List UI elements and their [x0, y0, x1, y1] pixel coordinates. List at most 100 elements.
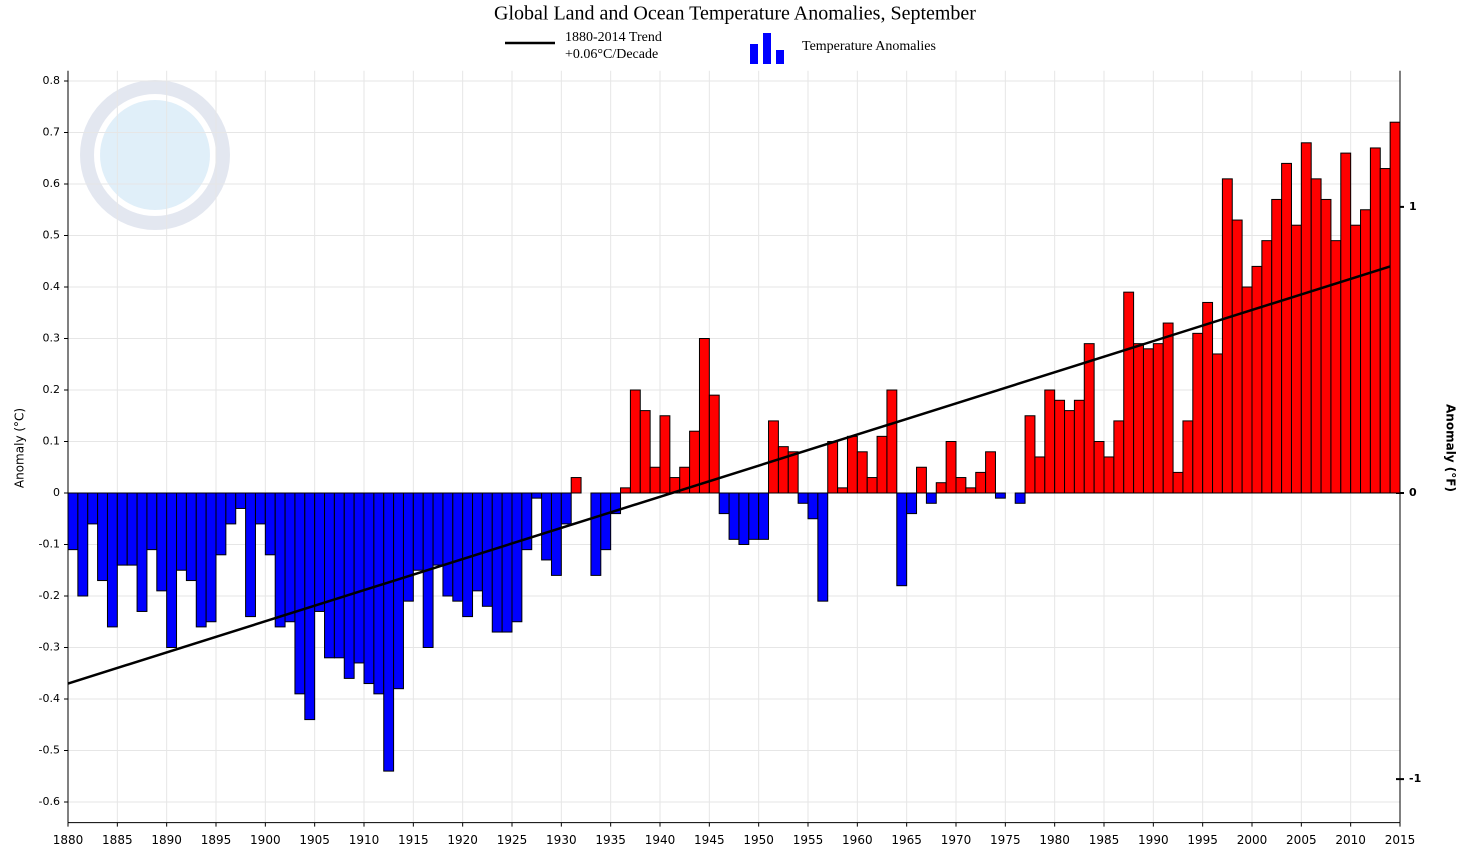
legend-bars-label: Temperature Anomalies — [802, 39, 936, 54]
legend-icon-bar — [750, 44, 758, 64]
bar — [1221, 178, 1233, 494]
bar — [373, 492, 385, 695]
bar — [254, 492, 266, 525]
x-tick-label: 2010 — [1335, 833, 1366, 847]
bar — [925, 492, 937, 504]
bar — [77, 492, 89, 597]
bar — [1251, 265, 1263, 494]
trend-line — [67, 265, 1391, 685]
bar — [284, 492, 296, 623]
bar — [185, 492, 197, 582]
bar — [1044, 389, 1056, 494]
x-tick-label: 1895 — [201, 833, 232, 847]
bar — [1093, 441, 1105, 494]
bar — [462, 492, 474, 618]
x-tick-label: 2005 — [1286, 833, 1317, 847]
y-tick-label: 0.2 — [43, 383, 61, 396]
bar — [590, 492, 602, 576]
y-tick-label: -0.2 — [39, 589, 60, 602]
legend-icon-bar — [763, 33, 771, 64]
x-tick-label: 1920 — [447, 833, 478, 847]
y-tick-label: -0.5 — [39, 744, 60, 757]
bar — [97, 492, 108, 582]
bar — [649, 466, 661, 494]
bar — [639, 410, 651, 494]
x-tick-label: 2000 — [1237, 833, 1268, 847]
chart-title: Global Land and Ocean Temperature Anomal… — [494, 3, 976, 25]
y-tick-label: 0.6 — [43, 177, 61, 190]
legend-trend-name: 1880-2014 Trend — [565, 30, 662, 45]
bar — [491, 492, 503, 633]
bar — [136, 492, 148, 612]
bar — [738, 492, 750, 545]
legend-trend-note: +0.06°C/Decade — [565, 47, 658, 62]
bar — [1369, 147, 1381, 494]
bar — [245, 492, 256, 618]
bar — [1330, 240, 1342, 494]
x-tick-label: 1905 — [299, 833, 330, 847]
bar — [975, 471, 987, 494]
bar — [728, 492, 740, 540]
bar — [195, 492, 207, 628]
bar — [955, 477, 967, 494]
bar — [1202, 301, 1214, 494]
bar — [748, 492, 760, 540]
bar — [570, 477, 582, 494]
bar — [846, 435, 858, 494]
bar — [1261, 240, 1273, 494]
bar — [166, 492, 178, 648]
bar — [659, 415, 671, 494]
bar — [126, 492, 138, 566]
y-tick-label: 0.5 — [43, 229, 61, 242]
bar — [501, 492, 513, 633]
x-tick-label: 1945 — [694, 833, 725, 847]
bar — [837, 487, 848, 494]
bar — [866, 477, 878, 494]
y-tick-label: -0.1 — [39, 538, 60, 551]
bar — [698, 338, 710, 494]
bar — [1379, 168, 1391, 494]
bar — [876, 435, 888, 494]
y-tick-label: 0.3 — [43, 332, 61, 345]
bar — [343, 492, 355, 679]
bar — [807, 492, 819, 520]
y-tick-label: 0 — [53, 486, 60, 499]
bar — [383, 492, 395, 772]
bar — [442, 492, 454, 597]
bar — [797, 492, 809, 504]
bar — [965, 487, 977, 494]
bar — [1340, 152, 1352, 494]
bar — [1113, 420, 1125, 494]
x-tick-label: 1990 — [1138, 833, 1169, 847]
x-tick-label: 1980 — [1039, 833, 1070, 847]
y2-tick-label: 0 — [1409, 486, 1417, 499]
bar — [1360, 209, 1371, 494]
y-tick-label: 0.7 — [43, 126, 61, 139]
y-tick-label: 0.8 — [43, 74, 61, 87]
bar — [985, 451, 996, 494]
y-axis-label: Anomaly (°C) — [13, 408, 27, 488]
bar — [827, 441, 839, 494]
bar — [511, 492, 523, 623]
x-tick-label: 1925 — [497, 833, 528, 847]
bar — [472, 492, 483, 592]
bar — [432, 492, 444, 566]
x-tick-label: 1950 — [743, 833, 774, 847]
x-tick-label: 1915 — [398, 833, 429, 847]
bar — [1034, 456, 1046, 494]
bar — [708, 394, 720, 494]
bar — [600, 492, 612, 551]
logo-disc — [100, 100, 210, 210]
x-tick-label: 1910 — [349, 833, 380, 847]
bar — [629, 389, 641, 494]
bar — [777, 446, 789, 494]
y2-tick-label: -1 — [1409, 772, 1421, 785]
x-tick-label: 1965 — [891, 833, 922, 847]
bar — [67, 492, 79, 551]
bar — [1123, 291, 1135, 494]
bar — [264, 492, 276, 556]
bar — [1231, 219, 1243, 494]
legend-bars-icon — [750, 33, 784, 64]
bar — [412, 492, 424, 571]
